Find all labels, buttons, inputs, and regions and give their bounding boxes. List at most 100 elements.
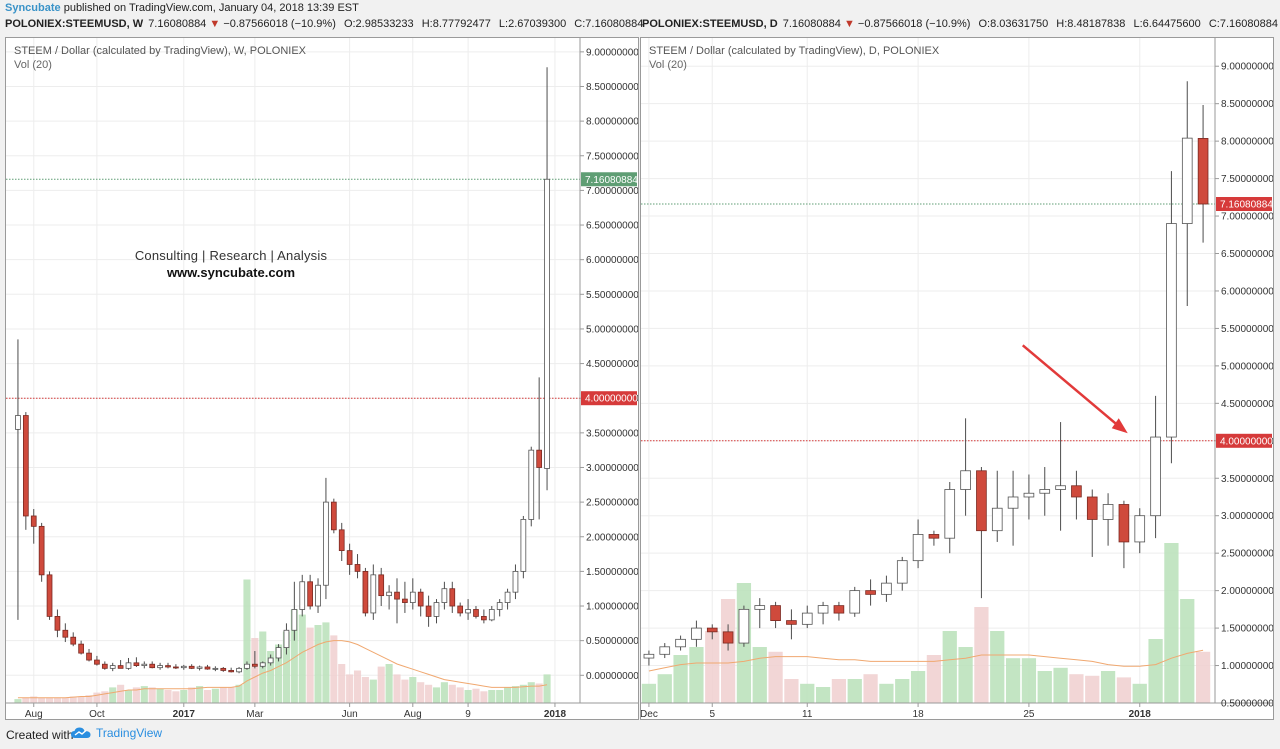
volume-bar [1132, 683, 1147, 703]
time-tick-label: 9 [465, 709, 471, 719]
candle-body [504, 591, 511, 603]
candle-body [244, 663, 250, 669]
volume-bar [14, 699, 22, 703]
volume-bar [472, 688, 480, 703]
time-tick-label: 25 [1023, 709, 1035, 719]
support-price-label: 4.00000000 [1220, 436, 1273, 447]
daily-chart-panel[interactable]: STEEM / Dollar (calculated by TradingVie… [640, 37, 1274, 720]
volume-bar [527, 682, 535, 703]
volume-bar [879, 683, 894, 703]
candle-body [449, 588, 456, 607]
price-tick-label: 0.00000000 [586, 671, 638, 682]
last-price: 7.16080884 [148, 18, 207, 30]
candle-body [70, 636, 77, 645]
candle-body [173, 666, 179, 669]
last-price-label-bg [1216, 197, 1272, 212]
symbol-label[interactable]: POLONIEX:STEEMUSD, W [5, 18, 144, 30]
symbol-label[interactable]: POLONIEX:STEEMUSD, D [642, 18, 778, 30]
tradingview-logo[interactable]: TradingView [70, 726, 162, 740]
chart-title: STEEM / Dollar (calculated by TradingVie… [649, 45, 940, 57]
time-tick-label: Jun [342, 709, 358, 719]
candle-body [544, 178, 550, 469]
volume-bar [641, 683, 657, 703]
price-tick-label: 6.50000000 [586, 221, 638, 232]
support-price-label-bg [1216, 433, 1272, 448]
candle-body [109, 665, 116, 669]
volume-bar [314, 625, 322, 703]
weekly-chart-panel[interactable]: STEEM / Dollar (calculated by TradingVie… [5, 37, 639, 720]
volume-bar [425, 684, 433, 703]
volume-bar [1069, 674, 1084, 703]
volume-bar [432, 687, 441, 703]
price-tick-label: 4.50000000 [1221, 399, 1273, 410]
support-price-label: 4.00000000 [585, 394, 638, 405]
candle-body [1055, 485, 1066, 490]
volume-bar [298, 614, 306, 703]
volume-bar [910, 671, 926, 703]
price-tick-label: 7.00000000 [586, 186, 638, 197]
volume-bar [456, 687, 464, 703]
candle-body [101, 663, 108, 669]
volume-bar [519, 684, 527, 703]
weekly-chart-svg[interactable]: 0.00000000 0.50000000 1.00000000 1.50000000… [6, 38, 638, 719]
candle-body [417, 591, 424, 607]
volume-bar [393, 674, 401, 703]
candle-body [536, 449, 543, 468]
volume-bar [282, 631, 291, 703]
candle-body [457, 605, 464, 614]
candle-body [833, 605, 845, 614]
time-tick-label: 5 [709, 709, 715, 719]
footer: Created with TradingView [0, 723, 1280, 749]
author-link[interactable]: Syncubate [5, 2, 61, 14]
high-value: H:8.48187838 [1056, 18, 1126, 30]
volume-bar [69, 696, 77, 703]
volume-bar [895, 679, 910, 703]
volume-bar [267, 651, 275, 703]
close-value: C:7.16080884 [1208, 18, 1278, 30]
volume-bar [401, 679, 409, 703]
candle-body [283, 629, 290, 648]
price-tick-label: 2.00000000 [586, 532, 638, 543]
price-tick-label: 2.50000000 [586, 498, 638, 509]
last-price: 7.16080884 [782, 18, 841, 30]
price-tick-label: 1.00000000 [1221, 661, 1273, 672]
candle-body [691, 627, 702, 640]
candle-body [1197, 138, 1209, 205]
candle-body [157, 665, 163, 669]
volume-bar [784, 679, 799, 703]
candle-body [801, 612, 813, 625]
volume-bar [831, 679, 847, 703]
volume-bar [511, 686, 520, 703]
price-tick-label: 5.50000000 [586, 290, 638, 301]
time-tick-label: 11 [802, 709, 813, 719]
candle-body [180, 665, 187, 669]
price-tick-label: 8.00000000 [1221, 137, 1273, 148]
volume-bar [958, 647, 973, 703]
candle-body [738, 608, 750, 644]
candle-body [881, 582, 892, 595]
open-value: O:2.98533233 [343, 18, 414, 30]
candle-body [433, 602, 440, 617]
candle-body [488, 609, 495, 621]
volume-bar [235, 684, 243, 703]
candle-body [1039, 489, 1051, 494]
volume-bar [488, 690, 496, 703]
volume-bar [752, 647, 767, 703]
volume-bar [53, 697, 61, 703]
candle-body [976, 470, 987, 532]
watermark-url: www.syncubate.com [166, 265, 296, 280]
volume-bar [1005, 658, 1021, 703]
price-tick-label: 8.50000000 [1221, 99, 1273, 110]
candle-body [928, 534, 940, 539]
chart-legend: STEEM / Dollar (calculated by TradingVie… [649, 44, 939, 72]
candle-body [1166, 223, 1177, 438]
candle-body [78, 643, 84, 654]
volume-ma-line [17, 640, 548, 699]
tradingview-brand: TradingView [96, 726, 163, 740]
candle-body [259, 662, 266, 667]
price-tick-label: 3.00000000 [1221, 511, 1273, 522]
price-tick-label: 5.00000000 [1221, 361, 1273, 372]
price-tick-label: 6.50000000 [1221, 249, 1273, 260]
daily-chart-svg[interactable]: 0.50000000 1.00000000 1.50000000 2.00000000… [641, 38, 1273, 719]
candle-body [117, 665, 124, 669]
